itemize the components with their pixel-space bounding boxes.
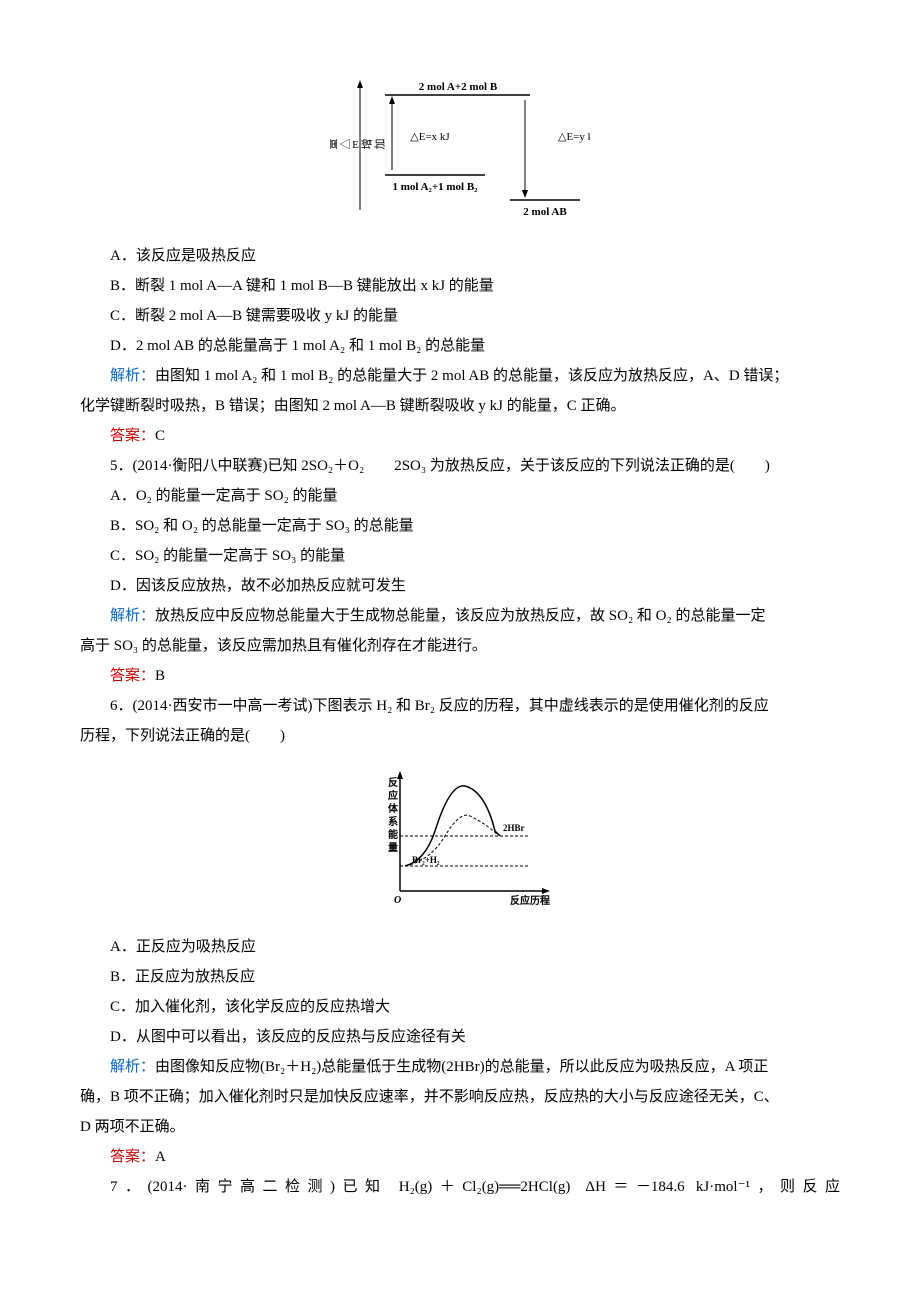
y-axis-char6: 量 <box>388 841 398 854</box>
mid-level-label: 1 mol A₂+1 mol B₂ <box>393 181 479 193</box>
q6-option-a: A．正反应为吸热反应 <box>80 932 840 962</box>
bottom-level-label: 2 mol AB <box>523 206 567 218</box>
q4-answer-value: C <box>155 428 165 444</box>
q6-stem2: 历程，下列说法正确的是( ) <box>80 721 840 751</box>
energy-diagram-figure: 能量△E增加 2 mol A+2 mol B 1 mol A₂+1 mol B₂… <box>80 70 840 231</box>
q4-option-b: B．断裂 1 mol A—A 键和 1 mol B—B 键能放出 x kJ 的能… <box>80 271 840 301</box>
y-axis-label: 能量△E增加 <box>330 139 387 152</box>
q4-option-a: A．该反应是吸热反应 <box>80 241 840 271</box>
top-level-label: 2 mol A+2 mol B <box>419 81 498 93</box>
answer-label: 答案： <box>110 1149 155 1165</box>
y-axis-char5: 能 <box>388 828 398 841</box>
analysis-label: 解析： <box>110 1059 155 1075</box>
q6-analysis-text2: 确，B 项不正确；加入催化剂时只是加快反应速率，并不影响反应热，反应热的大小与反… <box>80 1082 840 1112</box>
q5-option-b: B．SO₂ 和 O₂ 的总能量一定高于 SO₃ 的总能量 <box>80 511 840 541</box>
q5-option-d: D．因该反应放热，故不必加热反应就可发生 <box>80 571 840 601</box>
q6-option-c: C．加入催化剂，该化学反应的反应热增大 <box>80 992 840 1022</box>
y-axis-char4: 系 <box>388 815 398 828</box>
q4-answer: 答案：C <box>80 421 840 451</box>
q5-answer: 答案：B <box>80 661 840 691</box>
answer-label: 答案： <box>110 428 155 444</box>
q4-analysis-text1: 由图知 1 mol A₂ 和 1 mol B₂ 的总能量大于 2 mol AB … <box>155 368 788 384</box>
energy-diagram-svg: 能量△E增加 2 mol A+2 mol B 1 mol A₂+1 mol B₂… <box>330 70 590 220</box>
q6-answer-value: A <box>155 1149 166 1165</box>
delta-x-label: △E=x kJ <box>410 131 450 143</box>
q4-option-d: D．2 mol AB 的总能量高于 1 mol A₂ 和 1 mol B₂ 的总… <box>80 331 840 361</box>
q6-analysis: 解析：由图像知反应物(Br₂＋H₂)总能量低于生成物(2HBr)的总能量，所以此… <box>80 1052 840 1082</box>
q5-answer-value: B <box>155 668 165 684</box>
reactant-label: Br₂+H₂ <box>412 855 440 865</box>
product-label: 2HBr <box>503 823 525 833</box>
analysis-label: 解析： <box>110 368 155 384</box>
q5-analysis-text2: 高于 SO₃ 的总能量，该反应需加热且有催化剂存在才能进行。 <box>80 631 840 661</box>
y-axis-char2: 应 <box>388 789 398 802</box>
q5-analysis-text1: 放热反应中反应物总能量大于生成物总能量，该反应为放热反应，故 SO₂ 和 O₂ … <box>155 608 765 624</box>
analysis-label: 解析： <box>110 608 155 624</box>
origin-label: O <box>394 895 401 906</box>
reaction-progress-svg: 反 应 体 系 能 量 O 反应历程 Br₂+H₂ 2HBr <box>360 761 560 911</box>
q6-option-d: D．从图中可以看出，该反应的反应热与反应途径有关 <box>80 1022 840 1052</box>
y-axis-char1: 反 <box>388 776 398 789</box>
q5-option-c: C．SO₂ 的能量一定高于 SO₃ 的能量 <box>80 541 840 571</box>
reaction-progress-figure: 反 应 体 系 能 量 O 反应历程 Br₂+H₂ 2HBr <box>80 761 840 922</box>
q6-option-b: B．正反应为放热反应 <box>80 962 840 992</box>
q7-stem: 7．(2014·南宁高二检测)已知 H₂(g)＋Cl₂(g)══2HCl(g) … <box>80 1172 840 1202</box>
delta-y-label: △E=y kJ <box>558 131 590 143</box>
q6-answer: 答案：A <box>80 1142 840 1172</box>
q5-stem: 5．(2014·衡阳八中联赛)已知 2SO₂＋O₂ 2SO₃ 为放热反应，关于该… <box>80 451 840 481</box>
x-axis-label: 反应历程 <box>510 894 550 907</box>
q5-option-a: A．O₂ 的能量一定高于 SO₂ 的能量 <box>80 481 840 511</box>
q6-analysis-text1: 由图像知反应物(Br₂＋H₂)总能量低于生成物(2HBr)的总能量，所以此反应为… <box>155 1059 768 1075</box>
q5-analysis: 解析：放热反应中反应物总能量大于生成物总能量，该反应为放热反应，故 SO₂ 和 … <box>80 601 840 631</box>
answer-label: 答案： <box>110 668 155 684</box>
y-axis-char3: 体 <box>388 802 399 815</box>
q4-analysis: 解析：由图知 1 mol A₂ 和 1 mol B₂ 的总能量大于 2 mol … <box>80 361 840 391</box>
q4-option-c: C．断裂 2 mol A—B 键需要吸收 y kJ 的能量 <box>80 301 840 331</box>
q6-analysis-text3: D 两项不正确。 <box>80 1112 840 1142</box>
q6-stem1: 6．(2014·西安市一中高一考试)下图表示 H₂ 和 Br₂ 反应的历程，其中… <box>80 691 840 721</box>
q4-analysis-text2: 化学键断裂时吸热，B 错误；由图知 2 mol A—B 键断裂吸收 y kJ 的… <box>80 391 840 421</box>
